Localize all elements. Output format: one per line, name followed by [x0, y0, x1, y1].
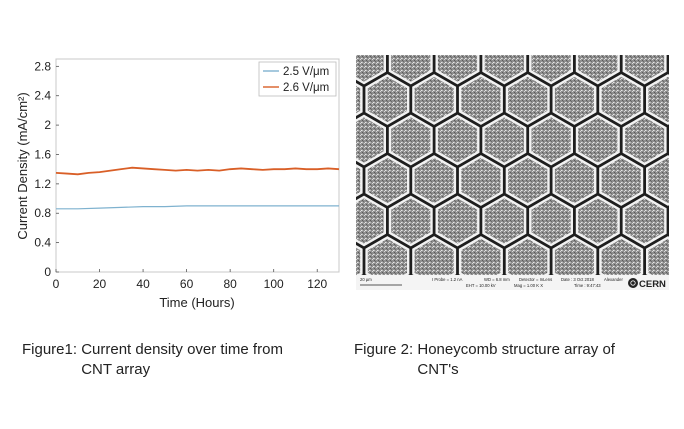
hex-cell	[435, 114, 480, 166]
sem-info-mag: Mag = 1.00 K X	[514, 283, 543, 288]
hex-cell	[458, 155, 503, 206]
x-tick-label: 100	[264, 277, 284, 291]
hex-cell	[412, 155, 457, 206]
hex-cell	[575, 195, 620, 247]
y-tick-label: 0	[44, 265, 51, 279]
hex-cell	[458, 236, 503, 275]
figure1-caption-text: Current density over time from CNT array	[81, 341, 283, 378]
y-tick-label: 2.4	[34, 89, 51, 103]
hex-cell	[356, 114, 386, 166]
sem-info-eht: EHT = 10.00 kV	[466, 283, 496, 288]
hex-cell	[482, 55, 527, 85]
y-tick-label: 2	[44, 118, 51, 132]
hex-cell	[599, 155, 644, 206]
y-axis-label: Current Density (mA/cm²)	[15, 92, 30, 239]
y-tick-label: 2.8	[34, 59, 51, 73]
cern-logo-icon	[628, 278, 638, 288]
hex-cell	[435, 55, 480, 85]
figure2-caption-label: Figure 2:	[354, 341, 414, 358]
series-line-1	[55, 166, 340, 176]
figure2-caption-text: Honeycomb structure array of CNT's	[417, 341, 615, 378]
cern-logo-text: CERN	[639, 279, 666, 290]
hex-cell	[365, 74, 410, 125]
hex-cell	[388, 114, 433, 166]
y-tick-label: 0.4	[34, 236, 51, 250]
hex-cell	[435, 195, 480, 247]
hex-cell	[599, 236, 644, 275]
sem-info-operator: Alexander	[604, 277, 623, 282]
scale-bar-label: 20 µm	[360, 277, 372, 282]
x-tick-label: 40	[136, 277, 150, 291]
sem-micrograph: 20 µm I Probe = 1.2 nA WD = 6.8 mm Detec…	[356, 55, 669, 290]
hex-cell	[388, 195, 433, 247]
sem-info-wd: WD = 6.8 mm	[484, 277, 510, 282]
hex-cell	[482, 195, 527, 247]
hex-cell	[529, 55, 574, 85]
hex-cell	[388, 55, 433, 85]
hex-cell	[482, 114, 527, 166]
figure1-caption-label: Figure1:	[22, 341, 78, 358]
hex-cell	[552, 236, 597, 275]
y-tick-label: 1.2	[34, 177, 51, 191]
x-tick-label: 120	[307, 277, 327, 291]
sem-info-time: Time : 9:47:43	[574, 283, 601, 288]
hex-cell	[552, 155, 597, 206]
hex-cell	[622, 114, 667, 166]
hex-cell	[356, 163, 363, 198]
hex-cell	[505, 155, 550, 206]
series-line-0	[56, 205, 339, 210]
hex-cell	[356, 82, 363, 117]
hex-cell	[356, 55, 386, 85]
hex-cell	[599, 74, 644, 125]
hex-cell	[646, 236, 669, 275]
cern-logo-ring-icon	[630, 280, 636, 286]
hex-cell	[646, 155, 669, 206]
x-tick-label: 60	[180, 277, 194, 291]
y-tick-label: 1.6	[34, 147, 51, 161]
x-axis-label: Time (Hours)	[159, 295, 234, 310]
hex-cell	[365, 155, 410, 206]
legend-label-2-5: 2.5 V/μm	[283, 66, 329, 78]
hex-cell	[552, 74, 597, 125]
hex-cell	[646, 74, 669, 125]
y-tick-label: 0.8	[34, 206, 51, 220]
hex-cell	[575, 55, 620, 85]
legend: 2.5 V/μm 2.6 V/μm	[258, 61, 337, 97]
legend-label-2-6: 2.6 V/μm	[283, 82, 329, 94]
figure1-caption: Figure1: Current density over time from …	[22, 340, 342, 380]
hex-cell	[529, 114, 574, 166]
hex-cell	[365, 236, 410, 275]
hex-cell	[412, 74, 457, 125]
sem-info-probe: I Probe = 1.2 nA	[432, 277, 463, 282]
x-tick-label: 20	[93, 277, 107, 291]
current-density-chart: 0 0.4 0.8 1.2 1.6 2 2.4 2.8 0 20 40 60 80 100 120 Cur…	[15, 58, 340, 310]
hex-cell	[575, 114, 620, 166]
hex-cell	[505, 74, 550, 125]
hex-cell	[356, 244, 363, 275]
sem-info-detector: Detector = InLens	[519, 277, 552, 282]
hex-cell	[356, 195, 386, 247]
figure2-caption: Figure 2: Honeycomb structure array of C…	[354, 340, 674, 380]
hex-cell	[622, 55, 667, 85]
hex-cell	[622, 195, 667, 247]
hex-cell	[458, 74, 503, 125]
hex-cell	[505, 236, 550, 275]
sem-info-bar	[356, 275, 669, 290]
x-tick-label: 80	[223, 277, 237, 291]
x-tick-label: 0	[53, 277, 60, 291]
sem-info-date: Date : 3 Oct 2018	[561, 277, 594, 282]
hex-cell	[529, 195, 574, 247]
hex-cell	[412, 236, 457, 275]
